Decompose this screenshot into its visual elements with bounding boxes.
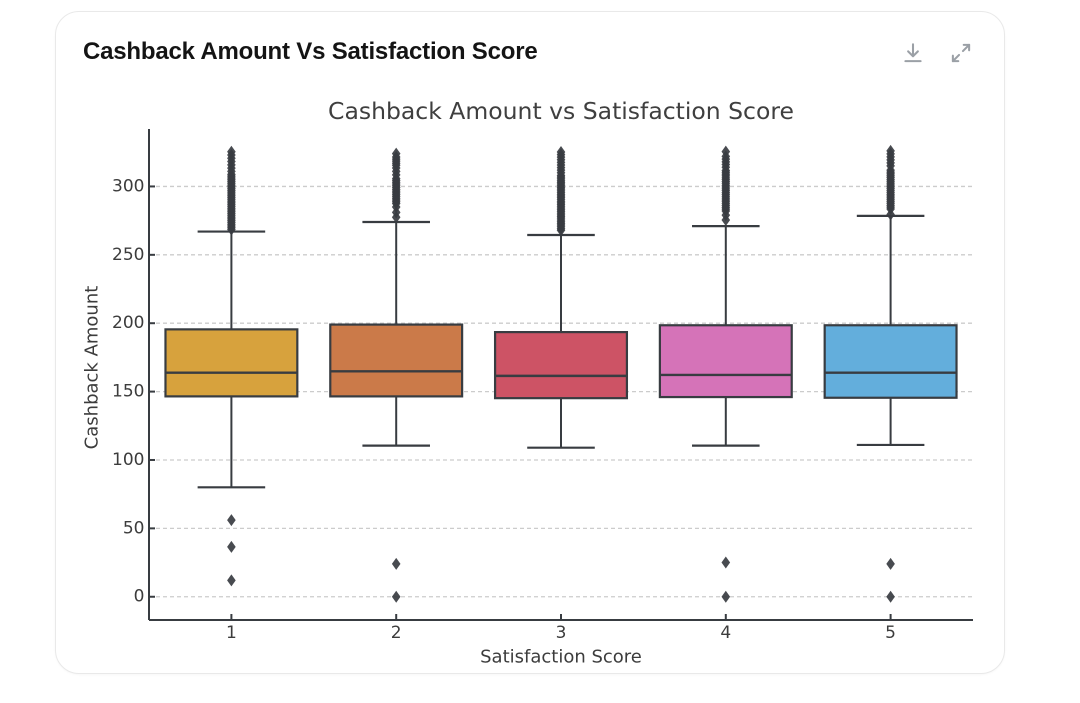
boxplot-chart: 0 50 100 150 200 250 300 1 2 3 4 5 Cashback Amount v… — [56, 12, 1004, 673]
outlier — [227, 540, 236, 553]
outlier — [886, 557, 895, 570]
outlier — [391, 147, 401, 160]
y-axis-label: Cashback Amount — [82, 286, 103, 450]
chart-card: Cashback Amount Vs Satisfaction Score 0 5… — [55, 11, 1005, 674]
y-tick-label: 0 — [134, 587, 145, 607]
x-tick-label: 3 — [556, 623, 567, 643]
x-tick-label: 4 — [720, 623, 731, 643]
y-tick-label: 200 — [112, 313, 144, 333]
box-4 — [658, 324, 793, 399]
y-tick-label: 300 — [112, 176, 144, 196]
outlier — [391, 590, 401, 603]
outlier — [391, 557, 401, 570]
box-5 — [823, 324, 958, 399]
expand-icon — [951, 43, 971, 63]
y-tick-label: 50 — [123, 518, 145, 538]
y-tick-label: 100 — [112, 450, 144, 470]
x-axis-label: Satisfaction Score — [480, 647, 642, 668]
outlier — [886, 144, 895, 157]
outlier — [721, 556, 731, 569]
boxplot-svg: 0 50 100 150 200 250 300 1 2 3 4 5 Cashback Amount v… — [82, 97, 973, 668]
y-tick-label: 150 — [112, 382, 144, 402]
outlier — [886, 590, 895, 603]
download-button[interactable] — [900, 40, 926, 66]
box-1 — [164, 328, 299, 398]
card-title: Cashback Amount Vs Satisfaction Score — [83, 38, 538, 65]
outlier — [227, 574, 236, 587]
expand-button[interactable] — [948, 40, 974, 66]
chart-title: Cashback Amount vs Satisfaction Score — [328, 97, 794, 125]
download-icon — [904, 43, 922, 63]
x-tick-label: 2 — [391, 623, 402, 643]
x-tick-label: 5 — [885, 623, 896, 643]
outlier — [227, 514, 236, 527]
outlier — [721, 590, 731, 603]
box-2 — [329, 323, 464, 398]
outlier — [721, 145, 731, 158]
y-tick-label: 250 — [112, 245, 144, 265]
x-tick-label: 1 — [226, 623, 237, 643]
box-3 — [493, 331, 629, 400]
outlier — [227, 145, 236, 158]
